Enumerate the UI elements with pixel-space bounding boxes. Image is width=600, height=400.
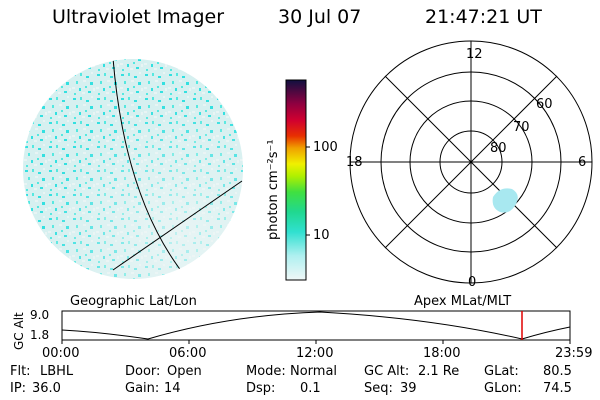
door-value: Open xyxy=(167,364,202,379)
gc-alt-value: 2.1 Re xyxy=(418,364,460,379)
flt-label: Flt: xyxy=(10,364,31,379)
glat-value: 80.5 xyxy=(543,364,572,379)
altitude-plot xyxy=(61,310,571,344)
mode-label: Mode: xyxy=(246,364,286,379)
door-label: Door: xyxy=(125,364,161,379)
gc-alt-label: GC Alt: xyxy=(364,364,410,379)
date-label: 30 Jul 07 xyxy=(278,6,362,28)
uv-image-disc xyxy=(23,59,243,279)
colorbar xyxy=(285,79,310,281)
altitude-xtick-0600: 06:00 xyxy=(169,346,207,361)
polar-plot xyxy=(349,40,593,284)
dsp-label: Dsp: xyxy=(246,381,276,396)
colorbar-tick-100: 100 xyxy=(313,140,338,155)
colorbar-unit-label: photon cm⁻²s⁻¹ xyxy=(266,139,281,240)
altitude-xtick-2359: 23:59 xyxy=(555,346,593,361)
left-panel-title: Geographic Lat/Lon xyxy=(70,294,197,309)
lat-label-60: 60 xyxy=(536,97,553,112)
lat-label-70: 70 xyxy=(513,120,530,135)
seq-value: 39 xyxy=(400,381,417,396)
gain-label: Gain: xyxy=(125,381,160,396)
altitude-curve xyxy=(61,311,571,340)
aurora-patch xyxy=(492,188,518,213)
right-panel-title: Apex MLat/MLT xyxy=(414,294,512,309)
altitude-xtick-0000: 00:00 xyxy=(42,346,80,361)
seq-label: Seq: xyxy=(364,381,393,396)
app-title: Ultraviolet Imager xyxy=(52,6,225,28)
mlt-label-12: 12 xyxy=(466,47,483,62)
altitude-xtick-1200: 12:00 xyxy=(296,346,334,361)
glon-value: 74.5 xyxy=(543,381,572,396)
ip-label: IP: xyxy=(10,381,27,396)
dsp-value: 0.1 xyxy=(300,381,321,396)
lat-label-80: 80 xyxy=(490,141,507,156)
ip-value: 36.0 xyxy=(32,381,61,396)
mlt-label-6: 6 xyxy=(578,155,587,170)
colorbar-tick-10: 10 xyxy=(313,228,330,243)
glon-label: GLon: xyxy=(484,381,522,396)
mode-value: Normal xyxy=(290,364,338,379)
altitude-xtick-1800: 18:00 xyxy=(423,346,461,361)
altitude-ytick-high: 9.0 xyxy=(30,308,50,322)
altitude-ytick-low: 1.8 xyxy=(30,328,50,342)
glat-label: GLat: xyxy=(484,364,519,379)
gain-value: 14 xyxy=(164,381,181,396)
mlt-label-0: 0 xyxy=(468,275,477,290)
latitude-line xyxy=(112,180,243,271)
flt-value: LBHL xyxy=(40,364,74,379)
time-label: 21:47:21 UT xyxy=(425,6,542,28)
mlt-label-18: 18 xyxy=(346,155,363,170)
altitude-ylabel: GC Alt xyxy=(12,312,26,350)
longitude-line xyxy=(112,59,191,279)
